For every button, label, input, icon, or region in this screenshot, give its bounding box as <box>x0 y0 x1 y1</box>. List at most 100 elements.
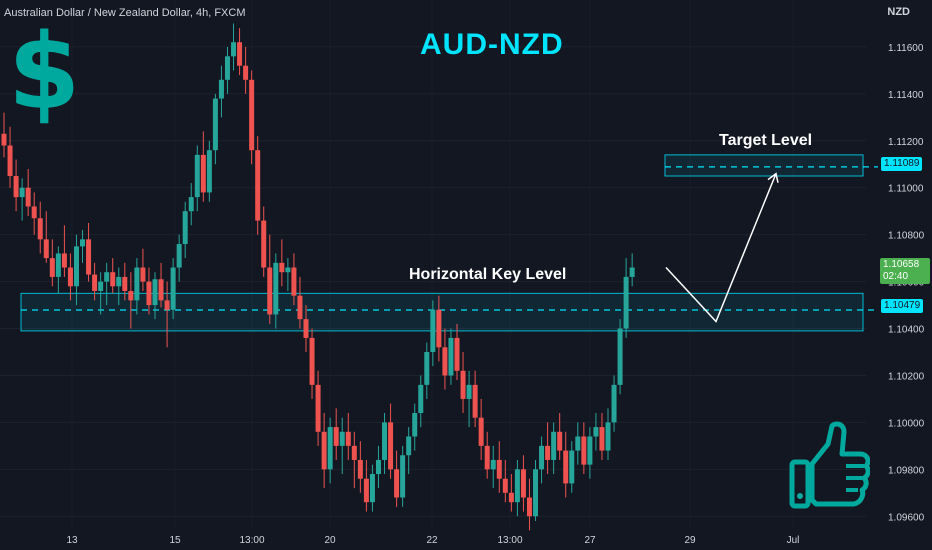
candle <box>164 281 170 348</box>
candle <box>611 375 617 432</box>
candle <box>49 239 55 287</box>
candle-body <box>297 295 303 320</box>
time-tick-label: 13:00 <box>239 535 264 546</box>
candle <box>484 431 490 479</box>
candle-body <box>375 459 381 475</box>
candle-body <box>539 445 545 470</box>
target-zone <box>664 154 864 177</box>
candle-body <box>128 290 134 301</box>
candle <box>593 413 599 451</box>
symbol-description: Australian Dollar / New Zealand Dollar, … <box>4 7 246 19</box>
candle-body <box>116 276 122 287</box>
candle-body <box>533 469 539 517</box>
candle <box>563 431 569 498</box>
candle <box>617 319 623 395</box>
candle-body <box>158 279 164 301</box>
candle-body <box>164 300 170 310</box>
candle-body <box>611 384 617 423</box>
candle <box>140 248 146 291</box>
candle <box>188 183 194 226</box>
current-price-badge: 1.10658 02:40 <box>880 258 930 284</box>
candle <box>327 417 333 484</box>
candle <box>98 272 104 315</box>
price-tick-label: 1.10200 <box>888 371 925 382</box>
candle <box>321 413 327 489</box>
candle-body <box>333 427 339 446</box>
candle <box>369 464 375 512</box>
candle-body <box>448 337 454 376</box>
candle-body <box>134 267 140 301</box>
candle-body <box>273 262 279 315</box>
candle-body <box>110 272 116 287</box>
key-level-price-badge: 1.10479 <box>881 299 924 313</box>
candle-body <box>502 478 508 493</box>
time-tick-label: 13 <box>66 535 78 546</box>
candle <box>200 131 206 202</box>
candle-body <box>442 347 448 376</box>
candle <box>43 211 49 263</box>
time-axis[interactable]: 13 15 13:00 20 22 13:00 27 29 Jul <box>66 535 799 546</box>
candle-body <box>55 253 61 277</box>
candle-body <box>623 276 629 329</box>
candle-body <box>315 384 321 432</box>
candle <box>581 422 587 475</box>
time-tick-label: 27 <box>584 535 596 546</box>
chart-title: AUD-NZD <box>420 28 564 61</box>
price-axis[interactable]: 1.116001.114001.112001.110001.108001.106… <box>888 43 925 523</box>
candle <box>526 478 532 531</box>
candle <box>466 370 472 428</box>
time-tick-label: 29 <box>684 535 696 546</box>
candle-body <box>218 79 224 99</box>
candle-body <box>484 445 490 470</box>
candle-body <box>351 445 357 460</box>
projection-arrowhead <box>767 172 779 183</box>
candle <box>255 136 261 235</box>
candle <box>19 178 25 221</box>
candle-body <box>261 220 267 268</box>
candle-body <box>363 478 369 503</box>
dollar-sign-icon: $ <box>8 11 81 133</box>
candle-body <box>629 267 635 277</box>
candle <box>629 253 635 287</box>
candle <box>194 145 200 212</box>
candle-body <box>182 211 188 245</box>
candle <box>496 441 502 493</box>
candle-body <box>67 267 73 287</box>
candle <box>212 93 218 165</box>
candle <box>587 427 593 479</box>
candle-body <box>194 154 200 198</box>
candle-body <box>25 187 31 207</box>
candle <box>357 441 363 493</box>
candle-body <box>424 352 430 385</box>
candle-body <box>104 272 110 282</box>
candle-body <box>563 450 569 484</box>
candle-body <box>249 79 255 151</box>
candle-body <box>122 276 128 291</box>
candle-body <box>285 267 291 273</box>
time-tick-label: 15 <box>169 535 181 546</box>
candle-body <box>309 337 315 385</box>
candle <box>237 28 243 76</box>
candles <box>1 23 635 531</box>
candle <box>424 342 430 399</box>
candle <box>569 441 575 493</box>
candle-body <box>92 274 98 291</box>
candle-body <box>388 422 394 470</box>
candle <box>291 253 297 306</box>
candle-body <box>255 150 261 221</box>
candle <box>412 403 418 451</box>
candle-body <box>188 197 194 212</box>
candle <box>448 328 454 385</box>
time-tick-label: 22 <box>426 535 438 546</box>
price-tick-label: 1.10000 <box>888 418 925 429</box>
candle <box>442 328 448 390</box>
candle-body <box>357 459 363 479</box>
target-price-badge: 1.11089 <box>881 157 923 171</box>
time-tick-label: 20 <box>324 535 336 546</box>
candle-body <box>243 65 249 80</box>
candle-body <box>599 427 605 451</box>
candle <box>303 305 309 352</box>
candle <box>61 225 67 277</box>
candle-body <box>394 469 400 498</box>
